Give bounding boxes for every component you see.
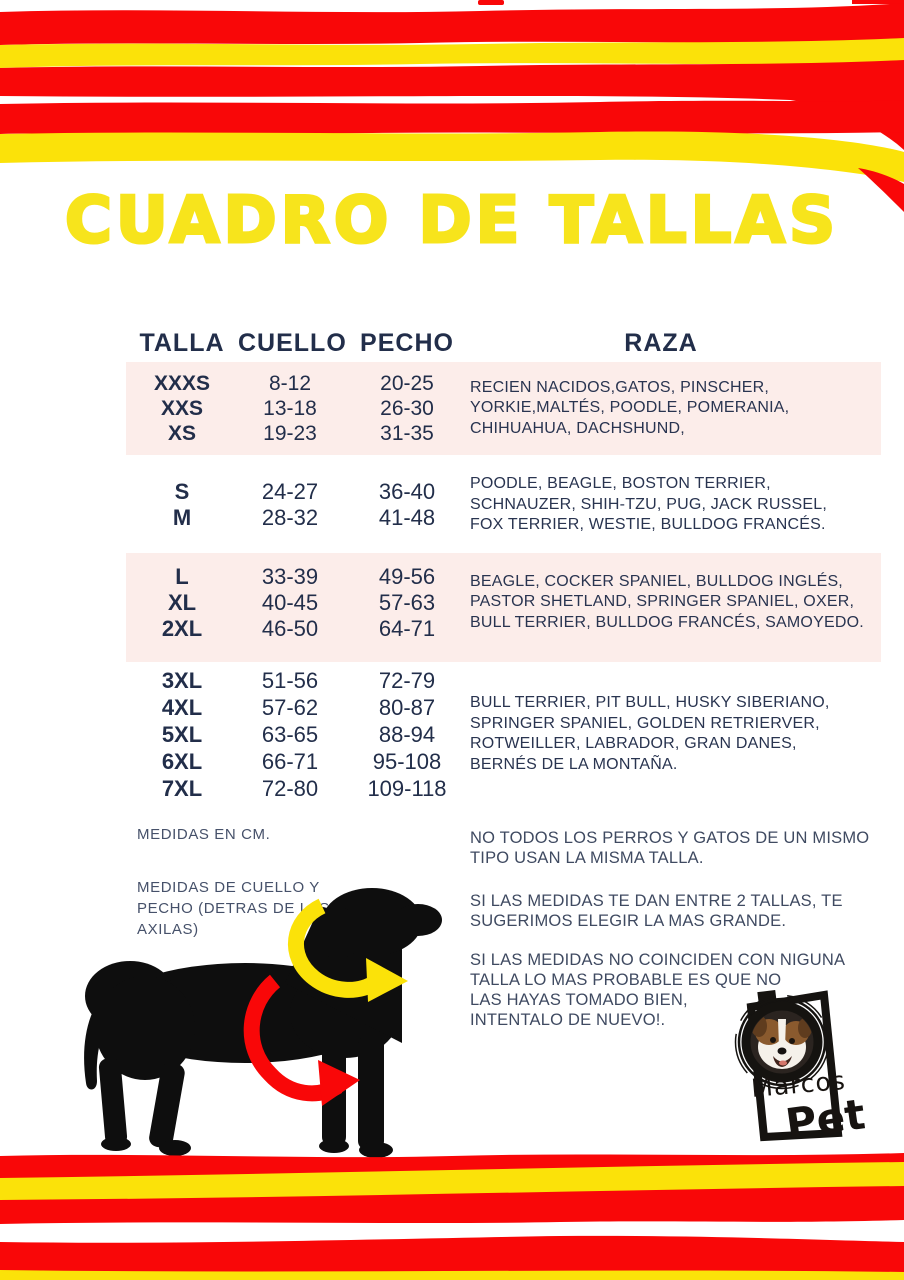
neck-value: 46-50 (261, 615, 319, 641)
neck-value: 19-23 (263, 422, 317, 445)
size-group-2-breeds: POODLE, BEAGLE, BOSTON TERRIER, SCHNAUZE… (470, 468, 876, 542)
size-group-1-breeds: RECIEN NACIDOS,GATOS, PINSCHER, YORKIE,M… (470, 362, 876, 455)
chest-value: 49-56 (378, 563, 436, 589)
size-group-4-breeds: BULL TERRIER, PIT BULL, HUSKY SIBERIANO,… (470, 663, 876, 805)
neck-value: 24-27 (261, 479, 319, 504)
neck-measure-arrow-icon (287, 898, 408, 1002)
neck-value: 33-39 (261, 563, 319, 589)
size-group-3-chest-values: 49-56 57-63 64-71 (348, 548, 466, 657)
chest-value: 41-48 (378, 505, 436, 530)
size-label: XS (167, 422, 196, 445)
size-group-2-neck-values: 24-27 28-32 (238, 468, 342, 542)
breed-list: BEAGLE, COCKER SPANIEL, BULLDOG INGLÉS, … (470, 572, 864, 631)
size-label: XL (167, 589, 197, 615)
size-label: L (175, 563, 189, 589)
neck-value: 57-62 (261, 694, 319, 720)
column-header-raza: RAZA (624, 329, 698, 357)
dog-silhouette (84, 888, 442, 1158)
size-label: 6XL (161, 748, 203, 774)
breed-list: RECIEN NACIDOS,GATOS, PINSCHER, YORKIE,M… (470, 378, 790, 437)
size-group-2-chest-values: 36-40 41-48 (348, 468, 466, 542)
neck-value: 51-56 (261, 667, 319, 693)
neck-value: 28-32 (261, 505, 319, 530)
note-same-size-warning: NO TODOS LOS PERROS Y GATOS DE UN MISMO … (470, 829, 870, 867)
chest-value: 72-79 (378, 667, 436, 693)
top-stripes-decoration (0, 0, 904, 212)
breed-list: BULL TERRIER, PIT BULL, HUSKY SIBERIANO,… (470, 694, 830, 773)
size-group-1-labels: XXXS XXS XS (126, 362, 238, 455)
size-label: S (174, 479, 190, 504)
chest-value: 88-94 (378, 721, 436, 747)
size-label: XXS (160, 397, 204, 420)
size-group-4-chest-values: 72-79 80-87 88-94 95-108 109-118 (348, 663, 466, 805)
chest-value: 20-25 (380, 372, 434, 395)
neck-value: 72-80 (261, 775, 319, 801)
chest-value: 36-40 (378, 479, 436, 504)
neck-value: 63-65 (261, 721, 319, 747)
size-group-1-neck-values: 8-12 13-18 19-23 (238, 362, 342, 455)
size-group-1-chest-values: 20-25 26-30 31-35 (348, 362, 466, 455)
neck-value: 8-12 (268, 372, 312, 395)
chest-value: 95-108 (372, 748, 442, 774)
chest-value: 64-71 (378, 615, 436, 641)
note-between-sizes: SI LAS MEDIDAS TE DAN ENTRE 2 TALLAS, TE… (470, 892, 843, 930)
chest-value: 80-87 (378, 694, 436, 720)
size-label: 2XL (161, 615, 203, 641)
note-no-match: SI LAS MEDIDAS NO COINCIDEN CON NIGUNA T… (470, 951, 846, 1029)
size-group-3-breeds: BEAGLE, COCKER SPANIEL, BULLDOG INGLÉS, … (470, 548, 876, 657)
neck-value: 40-45 (261, 589, 319, 615)
size-label: M (172, 505, 192, 530)
logo-puppy-photo (751, 1011, 813, 1073)
size-label: 4XL (161, 694, 203, 720)
column-header-cuello: CUELLO (238, 329, 347, 357)
logo-text-line2: Pet (783, 1089, 868, 1149)
brand-logo: Marcos Pet (734, 989, 868, 1149)
bottom-stripes-decoration (0, 1153, 904, 1280)
dog-measurement-illustration (84, 888, 442, 1158)
highlight-band-small-sizes (126, 362, 881, 455)
size-group-2-labels: S M (126, 468, 238, 542)
chest-value: 31-35 (380, 422, 434, 445)
chest-value: 57-63 (378, 589, 436, 615)
size-group-3-neck-values: 33-39 40-45 46-50 (238, 548, 342, 657)
size-label: 7XL (161, 775, 203, 801)
size-group-3-labels: L XL 2XL (126, 548, 238, 657)
highlight-band-large-sizes (126, 553, 881, 662)
size-group-4-neck-values: 51-56 57-62 63-65 66-71 72-80 (238, 663, 342, 805)
page-title: CUADRO DE TALLAS (63, 183, 840, 260)
size-label: XXXS (153, 372, 211, 395)
breed-list: POODLE, BEAGLE, BOSTON TERRIER, SCHNAUZE… (470, 475, 827, 534)
note-units: MEDIDAS EN CM. (137, 826, 271, 843)
size-group-4-labels: 3XL 4XL 5XL 6XL 7XL (126, 663, 238, 805)
chest-value: 26-30 (380, 397, 434, 420)
chest-value: 109-118 (367, 775, 447, 801)
chest-measure-arrow-icon (243, 974, 360, 1106)
neck-value: 13-18 (263, 397, 317, 420)
column-header-pecho: PECHO (360, 329, 454, 357)
size-label: 5XL (161, 721, 203, 747)
column-header-talla: TALLA (139, 329, 225, 357)
neck-value: 66-71 (261, 748, 319, 774)
size-label: 3XL (161, 667, 203, 693)
